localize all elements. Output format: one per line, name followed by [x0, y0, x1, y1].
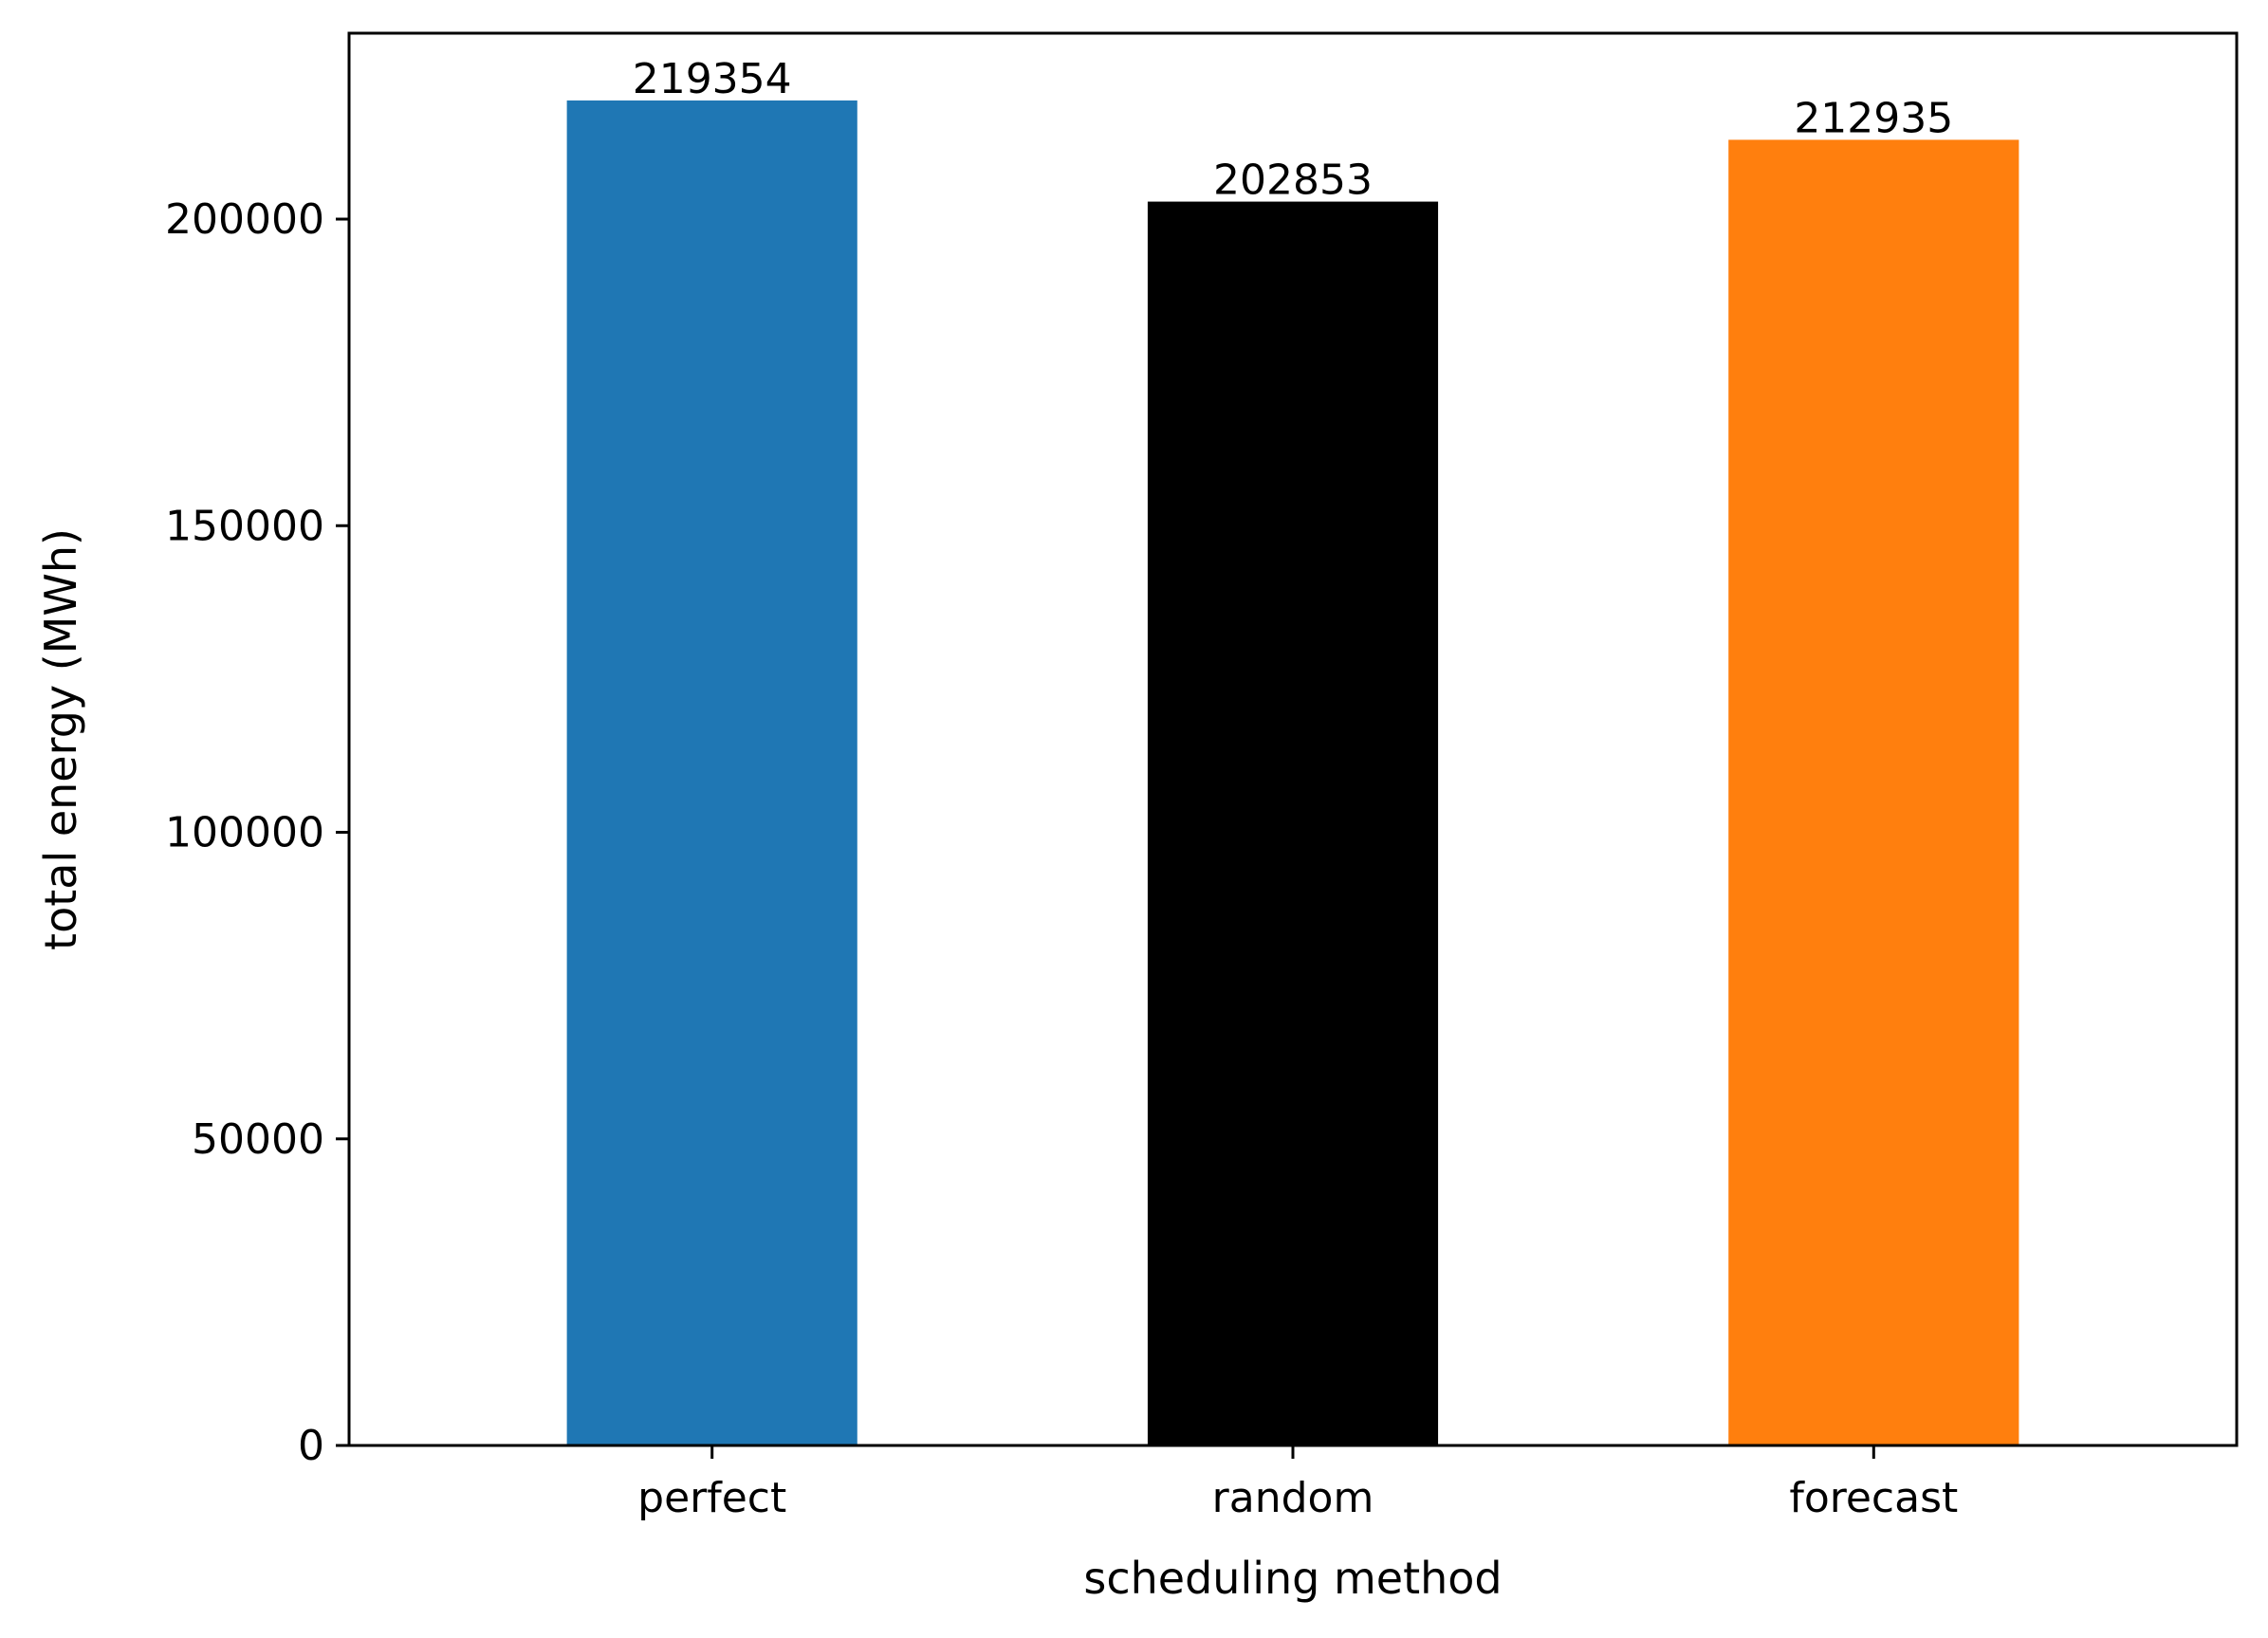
y-tick-label: 0 — [298, 1422, 324, 1470]
y-axis-label: total energy (MWh) — [35, 528, 86, 950]
data-labels-group: 219354 202853 212935 — [633, 55, 1954, 205]
x-axis-label: scheduling method — [1083, 1553, 1502, 1604]
bars-group — [566, 100, 2019, 1446]
x-tick-label-random: random — [1212, 1474, 1374, 1522]
plot-frame — [347, 31, 2239, 1447]
data-label-perfect: 219354 — [633, 55, 792, 103]
x-tick-label-perfect: perfect — [637, 1474, 786, 1522]
y-tick-label: 50000 — [192, 1115, 324, 1164]
x-axis-ticks: perfect random forecast — [637, 1445, 1958, 1522]
bar-perfect — [566, 100, 857, 1446]
y-tick-label: 150000 — [165, 502, 324, 550]
y-tick-label: 100000 — [165, 809, 324, 857]
x-tick-label-forecast: forecast — [1789, 1474, 1958, 1522]
data-label-random: 202853 — [1213, 156, 1373, 205]
y-tick-label: 200000 — [165, 195, 324, 244]
data-label-forecast: 212935 — [1794, 94, 1953, 142]
bar-forecast — [1728, 139, 2019, 1446]
y-axis-ticks: 0 50000 100000 150000 200000 — [165, 195, 349, 1470]
bar-random — [1147, 201, 1439, 1446]
